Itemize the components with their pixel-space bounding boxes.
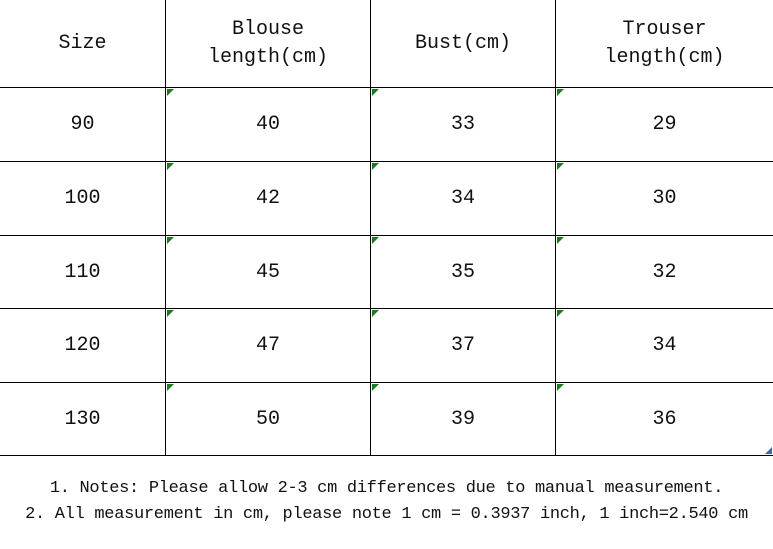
cell-value: 110: [64, 260, 101, 284]
header-cell-bust: Bust(cm): [371, 0, 556, 88]
table-cell-size: 90: [0, 88, 166, 162]
size-table: Size Blouse length(cm) Bust(cm) Trouser …: [0, 0, 773, 456]
table-cell-blouse: 42: [166, 162, 371, 236]
table-cell-size: 100: [0, 162, 166, 236]
cell-value: 120: [64, 334, 101, 357]
table-cell-trouser: 29: [556, 88, 773, 162]
notes-block: 1. Notes: Please allow 2-3 cm difference…: [0, 476, 773, 528]
table-cell-blouse: 40: [166, 88, 371, 162]
green-corner-triangle-icon: [167, 310, 174, 317]
cell-value: 36: [652, 407, 677, 431]
cell-value: 29: [652, 113, 677, 136]
cell-value: 37: [450, 334, 475, 357]
header-label-trouser-line1: Trouser: [622, 17, 707, 41]
cell-value: 40: [255, 113, 280, 136]
table-cell-trouser: 36: [556, 383, 773, 456]
green-corner-triangle-icon: [167, 384, 174, 391]
table-cell-bust: 33: [371, 88, 556, 162]
cell-value: 42: [255, 187, 280, 210]
green-corner-triangle-icon: [167, 163, 174, 170]
cell-value: 39: [450, 407, 475, 431]
table-cell-trouser: 30: [556, 162, 773, 236]
table-cell-size: 130: [0, 383, 166, 456]
cell-value: 30: [652, 187, 677, 210]
header-cell-size: Size: [0, 0, 166, 88]
header-label-blouse-line2: length(cm): [207, 45, 329, 69]
header-label-blouse-line1: Blouse: [231, 17, 304, 41]
cell-value: 34: [652, 334, 677, 357]
table-cell-trouser: 32: [556, 236, 773, 309]
table-cell-bust: 39: [371, 383, 556, 456]
table-cell-bust: 34: [371, 162, 556, 236]
cell-value: 33: [450, 113, 475, 136]
table-cell-bust: 35: [371, 236, 556, 309]
green-corner-triangle-icon: [167, 89, 174, 96]
green-corner-triangle-icon: [557, 237, 564, 244]
green-corner-triangle-icon: [372, 163, 379, 170]
table-cell-blouse: 45: [166, 236, 371, 309]
table-cell-trouser: 34: [556, 309, 773, 383]
green-corner-triangle-icon: [557, 384, 564, 391]
header-cell-trouser-length: Trouser length(cm): [556, 0, 773, 88]
cell-value: 50: [255, 407, 280, 431]
green-corner-triangle-icon: [557, 163, 564, 170]
green-corner-triangle-icon: [557, 89, 564, 96]
cell-value: 32: [652, 260, 677, 284]
header-label-size: Size: [58, 31, 107, 55]
green-corner-triangle-icon: [167, 237, 174, 244]
header-label-bust: Bust(cm): [414, 31, 511, 55]
cell-value: 45: [255, 260, 280, 284]
blue-corner-triangle-icon: [765, 447, 772, 454]
green-corner-triangle-icon: [372, 384, 379, 391]
green-corner-triangle-icon: [372, 237, 379, 244]
cell-value: 34: [450, 187, 475, 210]
table-cell-blouse: 47: [166, 309, 371, 383]
note-line-1: 1. Notes: Please allow 2-3 cm difference…: [49, 479, 724, 498]
header-cell-blouse-length: Blouse length(cm): [166, 0, 371, 88]
table-cell-size: 120: [0, 309, 166, 383]
table-cell-size: 110: [0, 236, 166, 309]
green-corner-triangle-icon: [372, 310, 379, 317]
table-cell-blouse: 50: [166, 383, 371, 456]
cell-value: 90: [70, 113, 95, 136]
cell-value: 130: [64, 407, 101, 431]
green-corner-triangle-icon: [557, 310, 564, 317]
note-line-2: 2. All measurement in cm, please note 1 …: [25, 505, 748, 524]
table-cell-bust: 37: [371, 309, 556, 383]
cell-value: 35: [450, 260, 475, 284]
cell-value: 100: [64, 187, 101, 210]
cell-value: 47: [255, 334, 280, 357]
header-label-trouser-line2: length(cm): [604, 45, 725, 69]
green-corner-triangle-icon: [372, 89, 379, 96]
